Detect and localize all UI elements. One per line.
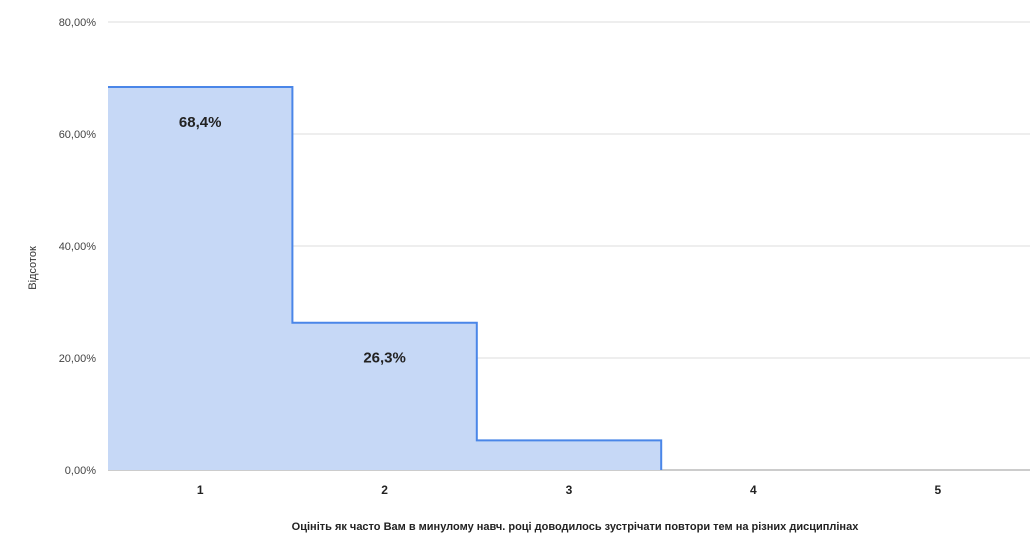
- x-axis-title: Оцініть як часто Вам в минулому навч. ро…: [292, 521, 860, 533]
- x-tick-label: 2: [381, 483, 388, 497]
- x-tick-label: 5: [934, 483, 941, 497]
- y-tick-label: 80,00%: [59, 17, 97, 29]
- x-tick-label: 4: [750, 483, 757, 497]
- area-series: [108, 85, 663, 471]
- step-segment-1: [108, 87, 292, 470]
- area-fill: [108, 86, 662, 471]
- step-segment-3: [477, 440, 661, 470]
- y-tick-label: 60,00%: [59, 129, 97, 141]
- y-tick-label: 20,00%: [59, 353, 97, 365]
- data-label: 26,3%: [363, 350, 406, 367]
- y-tick-label: 40,00%: [59, 241, 97, 253]
- y-tick-label: 0,00%: [65, 465, 96, 477]
- x-tick-label: 1: [197, 483, 204, 497]
- x-tick-label: 3: [566, 483, 573, 497]
- data-label: 68,4%: [179, 114, 222, 131]
- y-axis-title: Відсоток: [27, 246, 39, 290]
- x-axis-ticks: 1 2 3 4 5: [197, 483, 942, 497]
- step-segment-2: [292, 323, 476, 470]
- y-axis-ticks: 0,00% 20,00% 40,00% 60,00% 80,00%: [59, 17, 97, 477]
- data-labels: 68,4% 26,3%: [179, 114, 406, 367]
- series-line: [108, 85, 663, 470]
